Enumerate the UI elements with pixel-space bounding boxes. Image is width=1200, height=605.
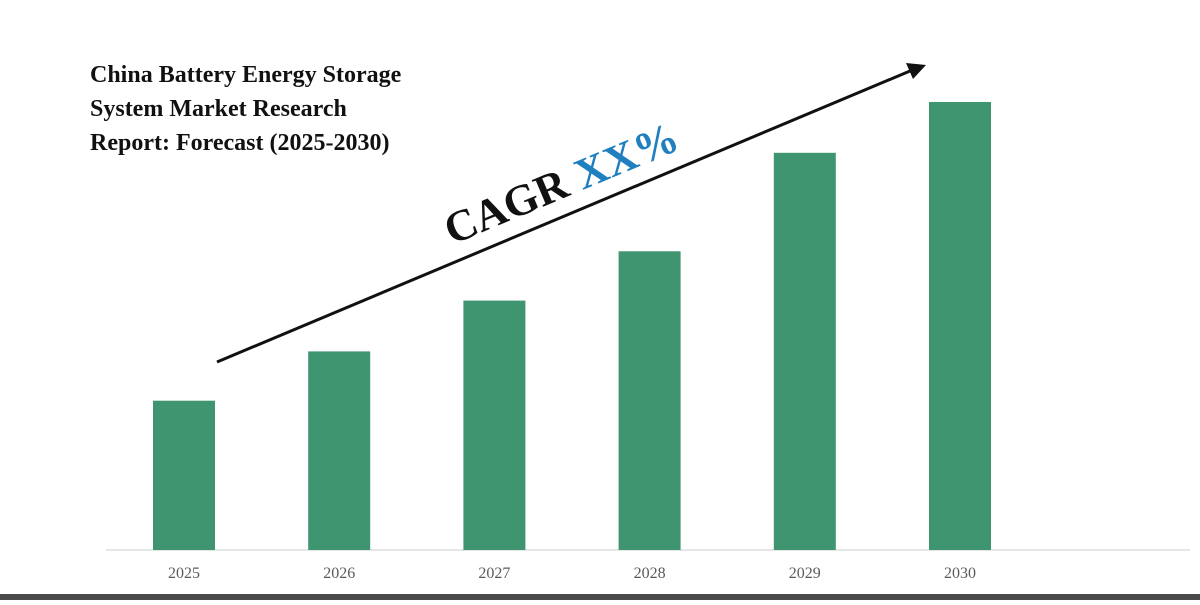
bar-2025 <box>153 400 215 550</box>
bar-2026 <box>308 351 371 550</box>
x-tick-label-2029: 2029 <box>789 565 821 582</box>
chart-title-line-2: System Market Research <box>90 96 347 122</box>
x-tick-label-2026: 2026 <box>323 565 355 582</box>
cagr-value: XX% <box>567 113 685 200</box>
bar-2027 <box>463 300 526 550</box>
x-tick-labels: 2025 2026 2027 2028 2029 2030 <box>168 565 976 582</box>
trend-arrow <box>216 63 926 364</box>
chart-title-line-3: Report: Forecast (2025-2030) <box>90 130 389 156</box>
chart-title-line-1: China Battery Energy Storage <box>90 62 402 88</box>
bottom-border <box>0 594 1200 600</box>
x-tick-label-2028: 2028 <box>634 565 666 582</box>
bar-2029 <box>773 152 836 551</box>
chart-title: China Battery Energy Storage System Mark… <box>90 62 402 156</box>
x-tick-label-2030: 2030 <box>944 565 976 582</box>
bars-group <box>153 102 991 551</box>
trend-arrow-head <box>906 63 926 79</box>
trend-arrow-line <box>216 69 911 364</box>
cagr-annotation: CAGRXX% <box>437 113 686 255</box>
bar-2028 <box>618 251 681 551</box>
bar-2030 <box>929 102 991 550</box>
x-tick-label-2025: 2025 <box>168 565 200 582</box>
x-tick-label-2027: 2027 <box>478 565 510 582</box>
